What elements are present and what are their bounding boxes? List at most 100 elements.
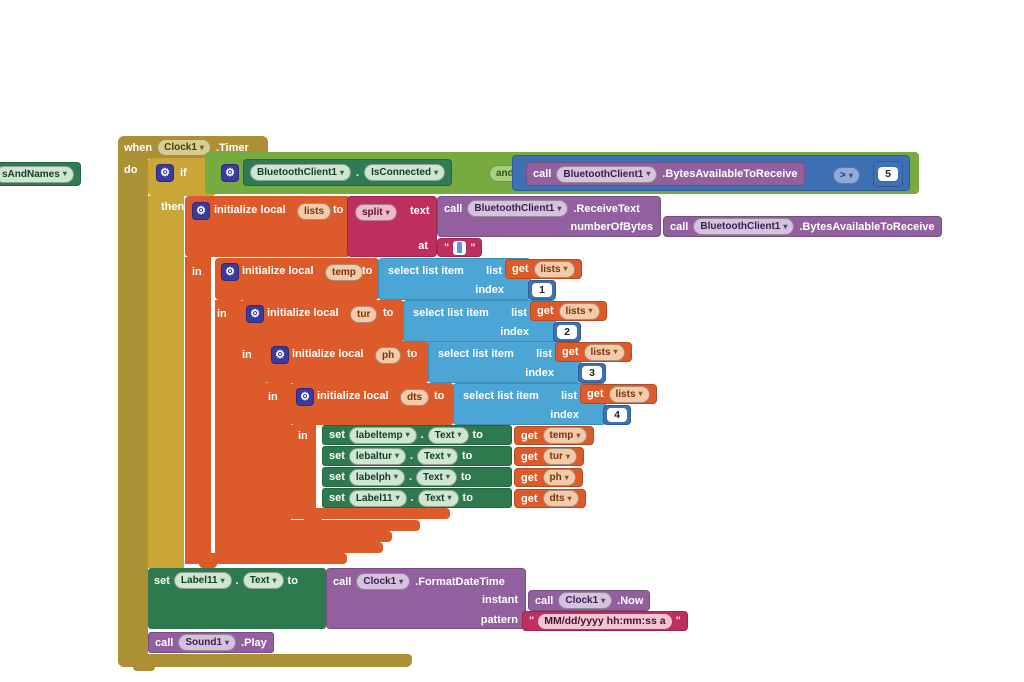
property-dropdown[interactable]: Text ▾ <box>416 468 457 486</box>
set-lebaltur-text-block[interactable]: set lebaltur ▾ . Text ▾ to <box>322 446 512 466</box>
variable-dropdown[interactable]: lists ▾ <box>583 343 625 361</box>
ph-block-spine[interactable] <box>265 383 291 531</box>
initialize-local-temp-block[interactable]: ⚙ initialize local temp to <box>215 258 379 300</box>
and-logic-block[interactable]: ⚙ BluetoothClient1 ▾ . IsConnected ▾ and… <box>205 152 919 194</box>
get-lists-block[interactable]: get lists ▾ <box>555 342 632 362</box>
pattern-string-block[interactable]: " MM/dd/yyyy hh:mm:ss a " <box>522 611 688 631</box>
at-text-string-block[interactable]: " " <box>437 238 483 257</box>
ph-block-bottom[interactable] <box>265 520 420 531</box>
variable-dropdown[interactable]: ph ▾ <box>542 469 576 486</box>
index-3-number-block[interactable]: 3 <box>578 363 606 383</box>
get-lists-block[interactable]: get lists ▾ <box>530 301 607 321</box>
get-tur-block[interactable]: get tur ▾ <box>514 447 584 466</box>
component-dropdown[interactable]: BluetoothClient1 ▾ <box>556 165 658 183</box>
number-field[interactable]: 1 <box>532 283 552 297</box>
set-labelph-text-block[interactable]: set labelph ▾ . Text ▾ to <box>322 467 512 487</box>
bytes-available-call-block[interactable]: call BluetoothClient1 ▾ .BytesAvailableT… <box>526 162 805 186</box>
when-clock-timer-block[interactable]: when Clock1 ▾ .Timer <box>118 136 268 159</box>
get-lists-block[interactable]: get lists ▾ <box>505 259 582 279</box>
property-dropdown[interactable]: Text ▾ <box>427 426 469 444</box>
component-dropdown[interactable]: Clock1 ▾ <box>558 592 613 609</box>
property-dropdown[interactable]: Text ▾ <box>417 489 459 507</box>
mutator-gear-icon[interactable]: ⚙ <box>192 202 210 220</box>
component-dropdown[interactable]: BluetoothClient1 ▾ <box>250 164 352 181</box>
bytes-available-arg-call-block[interactable]: call BluetoothClient1 ▾ .BytesAvailableT… <box>663 216 942 237</box>
mutator-gear-icon[interactable]: ⚙ <box>296 388 314 406</box>
component-dropdown[interactable]: Label11 ▾ <box>173 572 232 589</box>
dts-block-spine[interactable] <box>290 425 316 519</box>
number-5-block[interactable]: 5 <box>873 161 903 187</box>
lists-name-field[interactable]: lists <box>297 203 332 220</box>
variable-dropdown[interactable]: tur ▾ <box>542 448 577 465</box>
get-temp-block[interactable]: get temp ▾ <box>514 426 595 445</box>
component-dropdown[interactable]: lebaltur ▾ <box>348 447 407 465</box>
initialize-local-lists-block[interactable]: ⚙ initialize local lists to <box>185 196 348 257</box>
initialize-local-ph-block[interactable]: ⚙ initialize local ph to <box>265 341 429 383</box>
dts-block-bottom[interactable] <box>290 508 450 519</box>
variable-dropdown[interactable]: temp ▾ <box>542 427 588 444</box>
component-dropdown[interactable]: Clock1 ▾ <box>356 573 411 590</box>
format-datetime-call-block[interactable]: call Clock1 ▾ .FormatDateTime instant pat… <box>326 568 526 629</box>
set-labeltemp-text-block[interactable]: set labeltemp ▾ . Text ▾ to <box>322 425 512 445</box>
variable-dropdown[interactable]: lists ▾ <box>608 385 650 403</box>
greater-than-dropdown[interactable]: > ▾ <box>833 167 860 184</box>
tur-block-spine[interactable] <box>240 341 266 542</box>
tur-name-field[interactable]: tur <box>350 306 378 323</box>
ph-name-field[interactable]: ph <box>375 347 402 364</box>
component-dropdown[interactable]: labelph ▾ <box>348 468 405 486</box>
mutator-gear-icon[interactable]: ⚙ <box>246 305 264 323</box>
dts-name-field[interactable]: dts <box>400 389 429 406</box>
number-field[interactable]: 2 <box>557 325 577 339</box>
get-ph-block[interactable]: get ph ▾ <box>514 468 583 487</box>
component-dropdown[interactable]: BluetoothClient1 ▾ <box>467 200 569 217</box>
mutator-gear-icon[interactable]: ⚙ <box>221 263 239 281</box>
property-dropdown[interactable]: sAndNames ▾ <box>0 165 74 183</box>
variable-dropdown[interactable]: lists ▾ <box>533 260 575 278</box>
component-dropdown[interactable]: BluetoothClient1 ▾ <box>693 218 795 235</box>
mutator-gear-icon[interactable]: ⚙ <box>221 164 239 182</box>
number-field[interactable]: 3 <box>582 366 602 380</box>
pattern-text-field[interactable]: MM/dd/yyyy hh:mm:ss a <box>538 613 672 629</box>
property-dropdown[interactable]: Text ▾ <box>417 447 458 465</box>
number-field[interactable]: 4 <box>607 408 627 422</box>
temp-name-field[interactable]: temp <box>325 264 363 281</box>
when-block-bottom[interactable] <box>118 654 412 667</box>
bluetoothclient1-isconnected-getter[interactable]: BluetoothClient1 ▾ . IsConnected ▾ <box>243 159 453 186</box>
when-block-spine[interactable] <box>118 158 148 654</box>
set-label11-text-block[interactable]: set Label11 ▾ . Text ▾ to <box>322 488 512 508</box>
mutator-gear-icon[interactable]: ⚙ <box>156 164 174 182</box>
property-dropdown[interactable]: IsConnected ▾ <box>364 164 446 181</box>
component-dropdown[interactable]: Label11 ▾ <box>348 489 407 507</box>
temp-block-bottom[interactable] <box>215 542 383 553</box>
clock1-dropdown[interactable]: Clock1 ▾ <box>157 139 211 156</box>
sound-play-call-block[interactable]: call Sound1 ▾ .Play <box>148 632 274 653</box>
property-dropdown[interactable]: Text ▾ <box>242 572 284 589</box>
tur-block-bottom[interactable] <box>240 531 392 542</box>
mutator-gear-icon[interactable]: ⚙ <box>271 346 289 364</box>
receive-text-call-block[interactable]: call BluetoothClient1 ▾ .ReceiveText num… <box>437 196 661 237</box>
if-block-spine[interactable] <box>148 196 184 568</box>
component-dropdown[interactable]: labeltemp ▾ <box>348 426 417 444</box>
clock-now-call-block[interactable]: call Clock1 ▾ .Now <box>528 590 651 611</box>
component-dropdown[interactable]: Sound1 ▾ <box>178 634 237 651</box>
set-label11-format-block[interactable]: set Label11 ▾ . Text ▾ to <box>148 568 326 629</box>
index-2-number-block[interactable]: 2 <box>553 322 581 342</box>
split-text-block[interactable]: split ▾ text at <box>347 196 437 257</box>
partial-property-getter-block[interactable]: sAndNames ▾ <box>0 162 81 186</box>
index-1-number-block[interactable]: 1 <box>528 280 556 300</box>
lists-block-bottom[interactable] <box>185 553 347 564</box>
number-field[interactable]: 5 <box>878 167 898 181</box>
split-dropdown[interactable]: split ▾ <box>355 204 397 221</box>
index-4-number-block[interactable]: 4 <box>603 405 631 425</box>
get-lists-block[interactable]: get lists ▾ <box>580 384 657 404</box>
initialize-local-dts-block[interactable]: ⚙ initialize local dts to <box>290 383 454 425</box>
if-block-header[interactable]: ⚙ if <box>148 158 216 196</box>
string-text-field[interactable] <box>453 240 467 255</box>
initialize-local-tur-block[interactable]: ⚙ initialize local tur to <box>240 300 404 342</box>
greater-than-comparison-block[interactable]: call BluetoothClient1 ▾ .BytesAvailableT… <box>512 155 910 191</box>
variable-dropdown[interactable]: dts ▾ <box>542 490 579 507</box>
temp-block-spine[interactable] <box>215 300 241 553</box>
lists-block-spine[interactable] <box>185 257 211 564</box>
variable-dropdown[interactable]: lists ▾ <box>558 302 600 320</box>
